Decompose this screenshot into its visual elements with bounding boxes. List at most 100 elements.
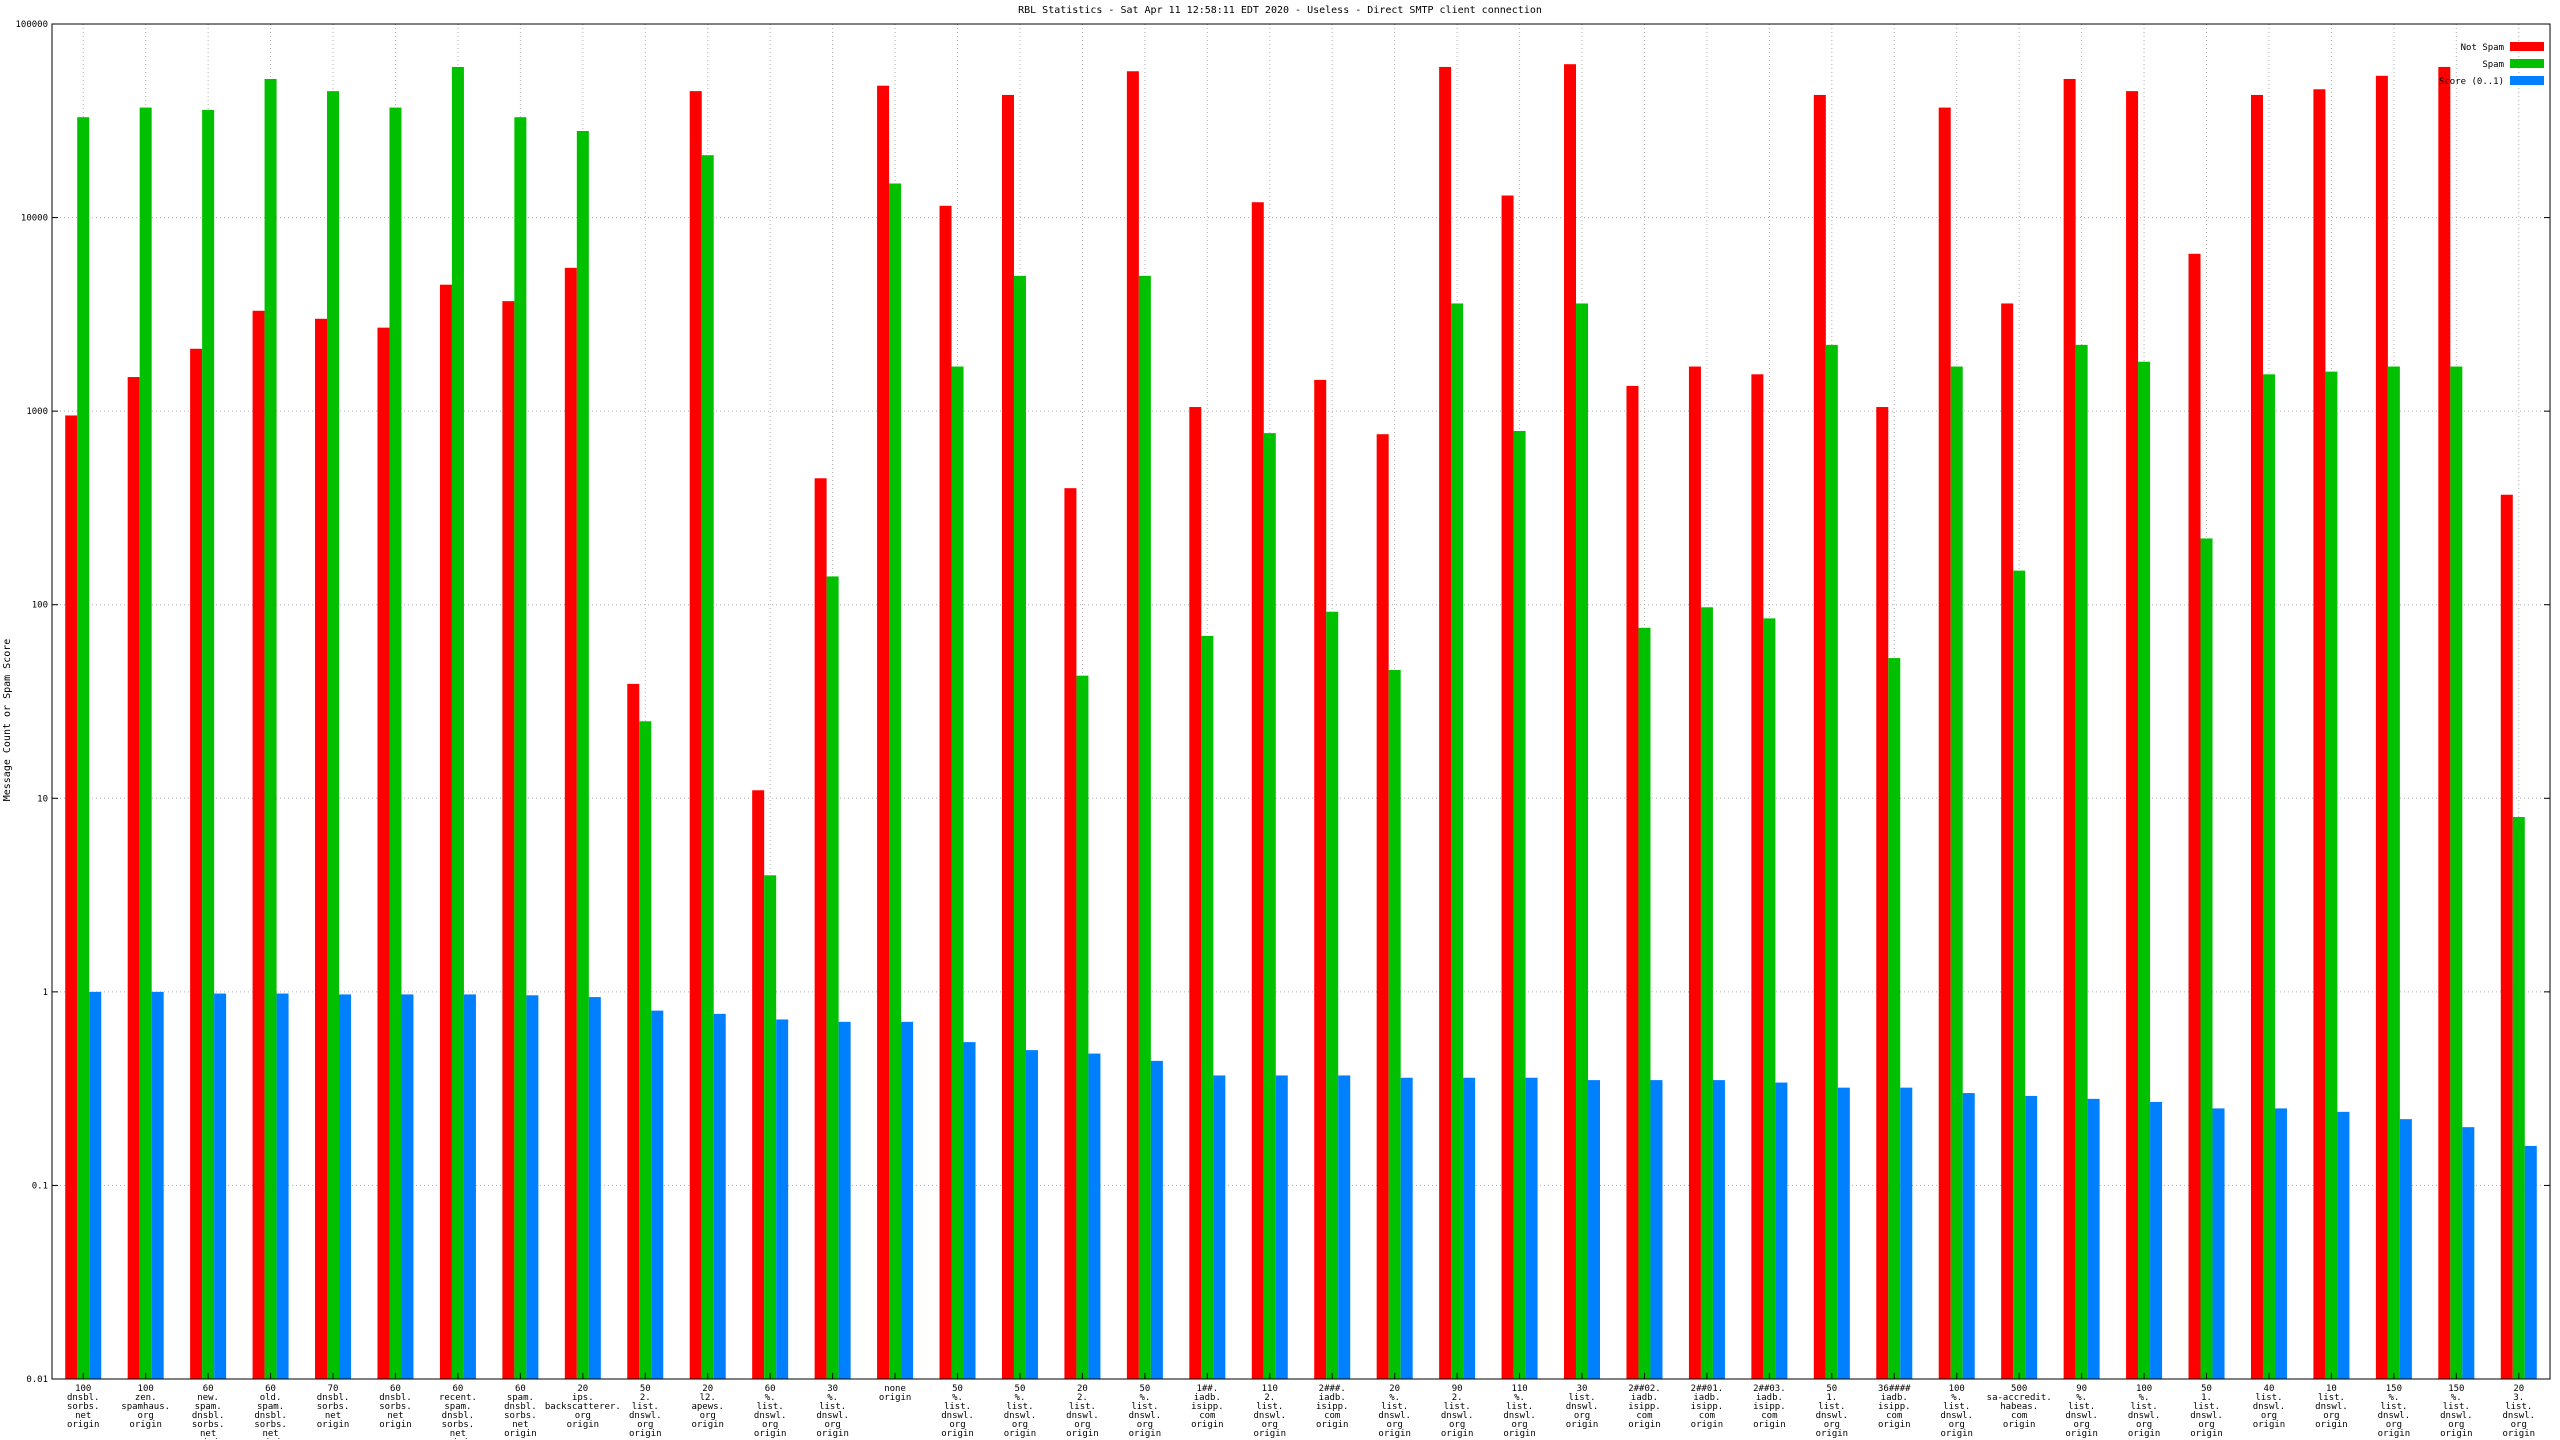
- x-category-label: 2##01. iadb. isipp. com origin: [1691, 1384, 1724, 1430]
- x-category-label-line: dnswl.: [2065, 1411, 2098, 1421]
- x-category-label-line: list.: [1444, 1402, 1471, 1412]
- x-category-label-line: origin: [754, 1429, 787, 1439]
- x-category-label-line: sorbs.: [67, 1402, 100, 1412]
- x-category-label-line: dnswl.: [2503, 1411, 2536, 1421]
- x-category-label-line: dnswl.: [2253, 1402, 2286, 1412]
- x-category-label-line: origin: [1878, 1420, 1911, 1430]
- y-tick-label: 100000: [15, 20, 48, 30]
- x-category-label-line: origin: [2503, 1429, 2536, 1439]
- bar-score-0-1: [2337, 1111, 2350, 1379]
- bar-spam: [1263, 433, 1276, 1380]
- bar-score-0-1: [1400, 1077, 1413, 1379]
- grid-layer: [52, 24, 2550, 1379]
- x-category-label-line: list.: [2505, 1402, 2532, 1412]
- bar-not-spam: [1876, 407, 1889, 1379]
- bar-score-0-1: [214, 993, 227, 1379]
- bar-not-spam: [2001, 303, 2014, 1379]
- x-category-label-line: 20: [1389, 1384, 1400, 1394]
- bar-not-spam: [1751, 374, 1764, 1380]
- x-category-label: 60%. list. dnswl. org origin: [754, 1384, 787, 1439]
- bar-not-spam: [564, 267, 577, 1379]
- x-category-label-line: 1.: [1826, 1393, 1837, 1403]
- x-category-label-line: org: [1949, 1420, 1965, 1430]
- x-category-label-line: origin: [442, 1438, 475, 1440]
- x-category-label-line: org: [2386, 1420, 2402, 1430]
- x-category-label-line: origin: [129, 1420, 162, 1430]
- x-category-label: 50 2. list. dnswl. org origin: [629, 1384, 662, 1439]
- bar-score-0-1: [901, 1021, 914, 1379]
- x-category-label-line: 20: [1077, 1384, 1088, 1394]
- x-category-label-line: habeas.: [2000, 1402, 2038, 1412]
- x-category-label-line: origin: [317, 1420, 350, 1430]
- bar-not-spam: [877, 85, 890, 1379]
- bar-not-spam: [1189, 407, 1202, 1379]
- x-category-label-line: net: [512, 1420, 528, 1430]
- x-category-label-line: sa-accredit.: [1987, 1393, 2052, 1403]
- x-category-label-line: org: [1511, 1420, 1527, 1430]
- bar-score-0-1: [526, 995, 539, 1379]
- bar-not-spam: [1376, 434, 1389, 1379]
- x-category-label-line: 60: [453, 1384, 464, 1394]
- x-category-label-line: dnswl.: [754, 1411, 787, 1421]
- x-category-label-line: com: [1699, 1411, 1715, 1421]
- x-category-label-line: list.: [1818, 1402, 1845, 1412]
- x-category-label-line: org: [1137, 1420, 1153, 1430]
- x-category-label-line: com: [1636, 1411, 1652, 1421]
- x-category-label-line: origin: [1316, 1420, 1349, 1430]
- x-category-label-line: 50: [2201, 1384, 2212, 1394]
- x-category-label-line: com: [2011, 1411, 2027, 1421]
- x-category-label-line: org: [2073, 1420, 2089, 1430]
- x-category-label: 20 ips. backscatterer. org origin: [545, 1384, 621, 1430]
- bar-not-spam: [2188, 253, 2201, 1380]
- bar-spam: [1201, 635, 1214, 1379]
- bar-score-0-1: [838, 1021, 851, 1379]
- x-category-label-line: org: [2198, 1420, 2214, 1430]
- x-category-label-line: dnsbl.: [254, 1411, 287, 1421]
- bar-score-0-1: [463, 994, 476, 1379]
- bar-score-0-1: [1463, 1077, 1476, 1379]
- bar-score-0-1: [89, 991, 102, 1379]
- x-category-label: 60 dnsbl. sorbs. net origin: [379, 1384, 412, 1430]
- x-category-label-line: net: [75, 1411, 91, 1421]
- x-category-label-line: %.: [827, 1393, 838, 1403]
- x-category-label-line: org: [1262, 1420, 1278, 1430]
- x-category-label-line: org: [2136, 1420, 2152, 1430]
- x-category-label-line: origin: [1503, 1429, 1536, 1439]
- bar-spam: [2450, 366, 2463, 1379]
- x-category-label-line: new.: [197, 1393, 219, 1403]
- x-category-label-line: 50: [952, 1384, 963, 1394]
- bar-score-0-1: [2524, 1145, 2537, 1379]
- x-category-label-line: dnswl.: [1378, 1411, 1411, 1421]
- x-category-label-line: iadb.: [1756, 1393, 1783, 1403]
- bar-score-0-1: [401, 994, 414, 1379]
- x-category-label-line: iadb.: [1319, 1393, 1346, 1403]
- x-category-label: 150%. list. dnswl. org origin: [2378, 1384, 2411, 1439]
- x-category-label-line: origin: [2065, 1429, 2098, 1439]
- bar-not-spam: [2313, 89, 2326, 1380]
- bar-score-0-1: [2462, 1127, 2475, 1379]
- bar-not-spam: [1626, 385, 1639, 1380]
- x-category-label-line: %.: [1951, 1393, 1962, 1403]
- x-category-label-line: origin: [254, 1438, 287, 1440]
- bar-not-spam: [439, 284, 452, 1379]
- x-category-label-line: 100: [75, 1384, 91, 1394]
- bar-not-spam: [2126, 91, 2139, 1379]
- bar-not-spam: [1938, 107, 1951, 1379]
- x-category-label-line: origin: [629, 1429, 662, 1439]
- x-category-label-line: 60: [265, 1384, 276, 1394]
- y-tick-label: 10: [37, 794, 48, 804]
- bar-score-0-1: [2025, 1095, 2038, 1379]
- x-category-label: 20 2. list. dnswl. org origin: [1066, 1384, 1099, 1439]
- x-category-label-line: origin: [1940, 1429, 1973, 1439]
- bar-score-0-1: [1837, 1087, 1850, 1379]
- x-category-label-line: origin: [1066, 1429, 1099, 1439]
- x-category-label-line: dnswl.: [1254, 1411, 1287, 1421]
- bar-spam: [1138, 275, 1151, 1379]
- x-category-label-line: origin: [2315, 1420, 2348, 1430]
- x-category-label-line: 50: [1826, 1384, 1837, 1394]
- x-category-label-line: zen.: [135, 1393, 157, 1403]
- x-category-label-line: dnswl.: [1503, 1411, 1536, 1421]
- x-category-label-line: origin: [1816, 1429, 1849, 1439]
- bar-not-spam: [252, 310, 265, 1379]
- x-category-label: 2##02. iadb. isipp. com origin: [1628, 1384, 1661, 1430]
